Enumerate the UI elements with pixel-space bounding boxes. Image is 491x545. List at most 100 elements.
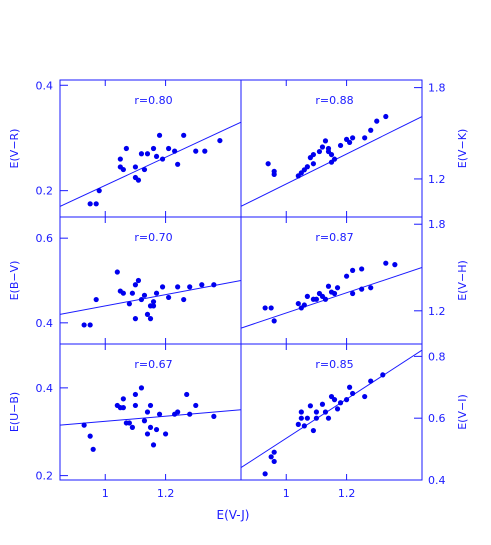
data-point-vr [159,156,166,162]
data-point-vh [325,283,332,289]
data-point-vk [374,118,380,124]
data-point-vk [383,113,389,120]
correlation-label-vi: r=0.85 [315,358,353,371]
data-point-ub [120,405,126,411]
data-point-bv [126,301,132,307]
data-point-vk [319,144,326,150]
data-point-vi [347,384,353,390]
data-point-bv [120,290,126,296]
data-point-bv [93,296,99,303]
data-point-vr [217,137,223,144]
data-point-ub [156,411,163,417]
data-point-bv [87,322,93,328]
panel-vh [241,260,422,329]
correlation-label-vh: r=0.87 [315,231,353,244]
y-tick-label-vi: 0.6 [428,412,446,425]
y-tick-label-vi: 0.4 [428,474,446,487]
data-point-vi [304,415,310,421]
data-point-vr [193,148,199,154]
data-point-vi [331,397,338,403]
data-point-ub [132,402,139,409]
data-point-vi [337,400,344,406]
data-point-vr [156,132,163,138]
data-point-vk [347,139,353,146]
y-tick-label-vh: 1.2 [428,305,446,318]
data-point-vi [313,409,320,415]
data-point-vh [301,302,307,308]
fit-line-vr [60,121,241,207]
data-point-vr [141,166,148,173]
data-point-bv [147,316,154,322]
y-axis-label-vk: E(V−K) [456,129,469,169]
data-point-bv [175,284,181,290]
data-point-vh [271,318,277,324]
data-point-vr [96,188,102,194]
data-point-vi [268,454,274,460]
data-point-vh [359,266,365,272]
data-point-vr [172,148,178,154]
data-point-vh [359,286,365,292]
data-point-vi [295,421,301,427]
data-point-vk [310,151,316,158]
data-point-vi [362,393,368,400]
data-point-vr [132,164,139,170]
data-point-vh [368,285,374,291]
data-point-vh [334,285,341,291]
data-point-ub [144,431,151,437]
data-point-bv [132,282,139,288]
data-point-ub [184,391,190,398]
data-point-vr [181,132,187,138]
y-tick-label-vk: 1.8 [428,82,446,95]
data-point-vk [310,161,316,167]
data-point-vr [138,151,145,157]
x-tick-label: 1 [283,487,290,500]
x-axis-label: E(V-J) [217,508,250,522]
panel-ub [60,385,241,452]
data-point-ub [162,431,169,437]
data-point-vi [319,401,326,407]
data-point-bv [129,290,135,296]
data-point-vh [322,296,329,302]
data-point-vi [271,449,277,455]
data-point-vi [298,409,304,415]
data-point-vr [117,156,123,162]
correlation-label-bv: r=0.70 [134,231,172,244]
data-point-vk [322,138,329,144]
data-point-ub [132,391,139,398]
data-point-ub [90,446,96,452]
x-tick-label: 1.2 [338,487,356,500]
data-point-vk [316,148,323,155]
data-point-vr [153,153,160,160]
x-tick-label: 1.2 [157,487,175,500]
data-point-vh [313,296,320,302]
data-point-vi [380,372,386,378]
data-point-vh [304,293,310,299]
data-point-vr [150,145,157,152]
y-tick-label-bv: 0.6 [36,232,54,245]
data-point-vi [271,458,277,465]
data-point-vk [350,135,356,141]
y-axis-label-vr: E(V−R) [8,129,21,169]
data-point-ub [175,409,181,415]
data-point-ub [147,424,154,430]
data-point-ub [126,420,132,426]
y-axis-label-bv: E(B−V) [8,261,21,301]
data-point-bv [144,311,151,317]
data-point-ub [150,442,157,448]
y-tick-label-vh: 1.8 [428,218,446,231]
y-tick-label-ub: 0.2 [36,470,54,483]
data-point-bv [114,269,120,275]
fit-line-ub [60,409,241,426]
data-point-vk [271,171,277,177]
data-point-ub [187,411,193,417]
data-point-ub [120,396,126,402]
data-point-ub [144,409,151,415]
data-point-vh [331,290,338,297]
y-tick-label-vi: 0.8 [428,350,446,363]
data-point-vr [93,201,99,207]
panel-vr [60,121,241,207]
data-point-vi [325,415,332,421]
data-point-bv [135,277,142,284]
data-point-vi [334,406,341,412]
